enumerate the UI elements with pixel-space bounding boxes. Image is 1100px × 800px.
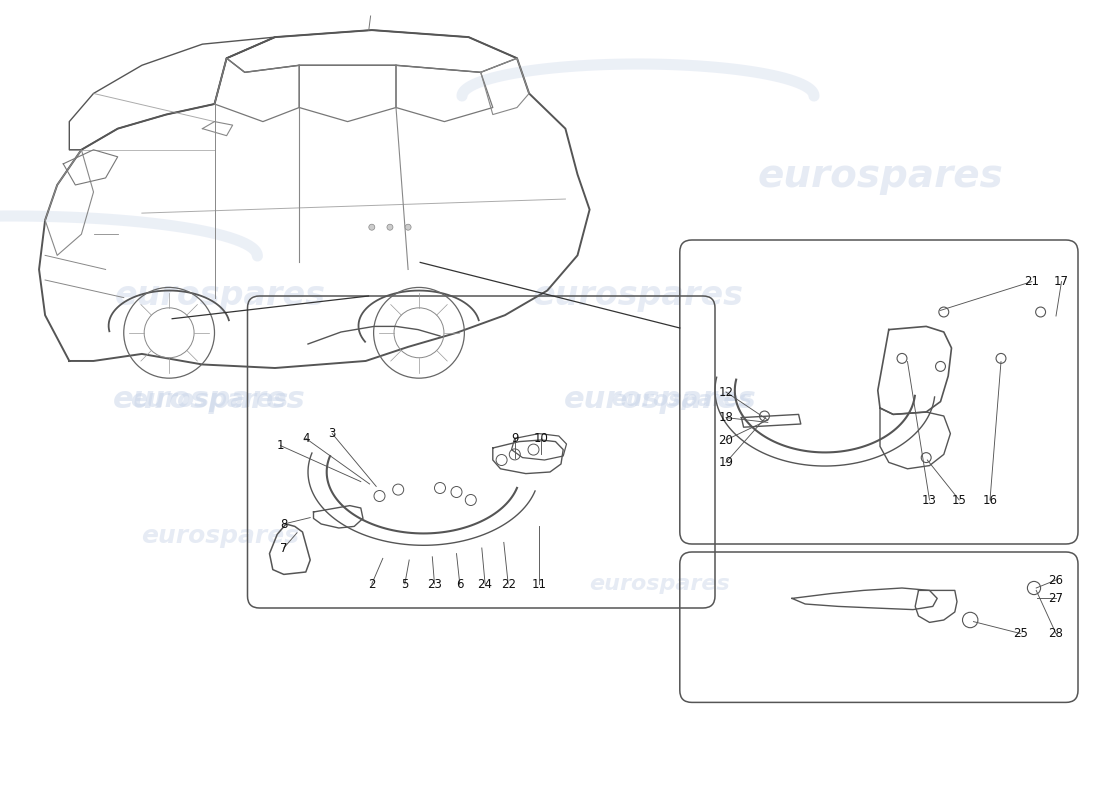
- Text: 26: 26: [1048, 574, 1064, 586]
- Text: 10: 10: [534, 432, 549, 445]
- Text: 9: 9: [512, 432, 518, 445]
- Text: 17: 17: [1054, 275, 1069, 288]
- Text: 19: 19: [718, 456, 734, 469]
- Text: 13: 13: [922, 494, 937, 506]
- Text: 15: 15: [952, 494, 967, 506]
- Text: 6: 6: [456, 578, 463, 590]
- Text: 20: 20: [718, 434, 734, 446]
- Text: 22: 22: [500, 578, 516, 590]
- Text: 21: 21: [1024, 275, 1040, 288]
- Circle shape: [387, 224, 393, 230]
- Text: 18: 18: [718, 411, 734, 424]
- Text: 12: 12: [718, 386, 734, 398]
- Text: eurospares: eurospares: [141, 524, 299, 548]
- Text: 5: 5: [402, 578, 408, 590]
- Text: eurospares: eurospares: [112, 386, 306, 414]
- Text: eurospares: eurospares: [590, 574, 730, 594]
- Circle shape: [368, 224, 375, 230]
- Text: 27: 27: [1048, 592, 1064, 605]
- Text: 23: 23: [427, 578, 442, 590]
- Text: eurospares: eurospares: [114, 279, 326, 313]
- Text: 7: 7: [280, 542, 287, 554]
- Text: 8: 8: [280, 518, 287, 530]
- Text: 1: 1: [277, 439, 284, 452]
- Text: eurospares: eurospares: [563, 386, 757, 414]
- Text: 28: 28: [1048, 627, 1064, 640]
- Text: 3: 3: [329, 427, 336, 440]
- Text: 2: 2: [368, 578, 375, 590]
- Text: 11: 11: [531, 578, 547, 590]
- Text: 24: 24: [477, 578, 493, 590]
- Text: eurospares: eurospares: [757, 157, 1003, 195]
- Text: 16: 16: [982, 494, 998, 506]
- Text: eurospares: eurospares: [532, 279, 744, 313]
- Text: 25: 25: [1013, 627, 1028, 640]
- Circle shape: [405, 224, 411, 230]
- Text: 4: 4: [302, 432, 309, 445]
- Text: eurospares: eurospares: [612, 390, 752, 410]
- Text: eurospares: eurospares: [130, 388, 288, 412]
